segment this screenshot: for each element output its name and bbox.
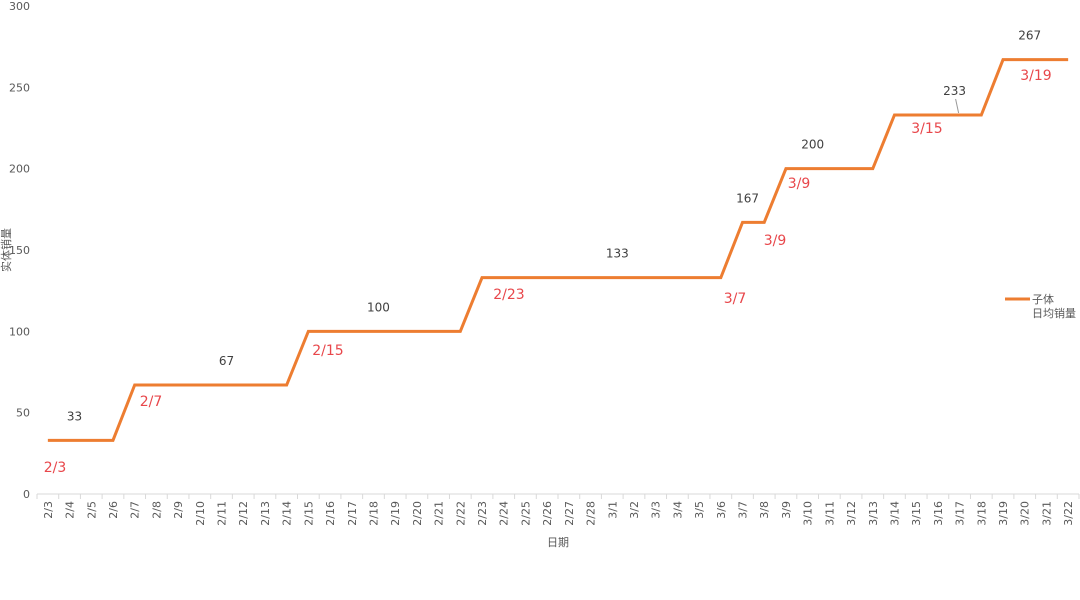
y-tick-label: 300 bbox=[9, 0, 30, 13]
x-tick-label: 2/28 bbox=[585, 501, 598, 526]
x-tick-label: 3/8 bbox=[758, 501, 771, 519]
x-tick-label: 3/1 bbox=[606, 501, 619, 519]
x-tick-label: 3/13 bbox=[867, 501, 880, 526]
x-tick-label: 2/22 bbox=[454, 501, 467, 526]
x-tick-label: 3/9 bbox=[780, 501, 793, 519]
annotation: 3/9 bbox=[788, 176, 811, 192]
x-tick-label: 2/4 bbox=[64, 501, 77, 519]
leader-line bbox=[955, 98, 960, 114]
data-label: 200 bbox=[801, 138, 824, 152]
y-tick-label: 200 bbox=[9, 163, 30, 176]
x-tick-label: 2/21 bbox=[433, 501, 446, 526]
x-tick-label: 2/8 bbox=[150, 501, 163, 519]
x-tick-label: 3/6 bbox=[715, 501, 728, 519]
x-tick-label: 2/14 bbox=[281, 501, 294, 526]
x-tick-label: 3/20 bbox=[1019, 501, 1032, 526]
y-tick-label: 0 bbox=[23, 488, 30, 501]
x-tick-label: 2/25 bbox=[519, 501, 532, 526]
data-label: 233 bbox=[943, 84, 966, 98]
x-tick-label: 2/20 bbox=[411, 501, 424, 526]
x-tick-label: 3/3 bbox=[650, 501, 663, 519]
x-tick-label: 3/4 bbox=[671, 501, 684, 519]
x-tick-label: 3/10 bbox=[802, 501, 815, 526]
x-tick-label: 3/15 bbox=[910, 501, 923, 526]
x-axis-label: 日期 bbox=[547, 536, 569, 549]
annotation: 3/7 bbox=[724, 291, 747, 307]
x-tick-label: 2/18 bbox=[367, 501, 380, 526]
x-tick-label: 2/3 bbox=[42, 501, 55, 519]
x-tick-label: 2/26 bbox=[541, 501, 554, 526]
x-tick-label: 3/21 bbox=[1040, 501, 1053, 526]
data-label: 67 bbox=[219, 354, 234, 368]
legend-label: 子体 日均销量 bbox=[1032, 293, 1076, 320]
data-label: 267 bbox=[1018, 29, 1041, 43]
x-tick-label: 3/19 bbox=[997, 501, 1010, 526]
x-tick-label: 2/23 bbox=[476, 501, 489, 526]
x-tick-label: 3/16 bbox=[932, 501, 945, 526]
x-tick-label: 2/10 bbox=[194, 501, 207, 526]
x-tick-label: 2/19 bbox=[389, 501, 402, 526]
x-tick-label: 2/24 bbox=[498, 501, 511, 526]
y-tick-label: 100 bbox=[9, 325, 30, 338]
x-tick-label: 3/2 bbox=[628, 501, 641, 519]
data-label: 167 bbox=[736, 191, 759, 205]
x-tick-label: 3/14 bbox=[888, 501, 901, 526]
annotation: 2/23 bbox=[493, 287, 524, 303]
x-tick-label: 3/5 bbox=[693, 501, 706, 519]
data-label: 100 bbox=[367, 300, 390, 314]
x-tick-label: 3/11 bbox=[823, 501, 836, 526]
x-tick-label: 3/17 bbox=[954, 501, 967, 526]
x-tick-label: 2/5 bbox=[85, 501, 98, 519]
x-tick-label: 2/16 bbox=[324, 501, 337, 526]
x-tick-label: 3/7 bbox=[737, 501, 750, 519]
y-tick-label: 50 bbox=[16, 407, 30, 420]
x-tick-label: 2/9 bbox=[172, 501, 185, 519]
x-tick-label: 2/12 bbox=[237, 501, 250, 526]
annotation: 2/15 bbox=[312, 343, 343, 359]
annotation: 3/19 bbox=[1020, 68, 1051, 84]
x-tick-label: 2/27 bbox=[563, 501, 576, 526]
x-tick-label: 2/17 bbox=[346, 501, 359, 526]
x-tick-label: 2/11 bbox=[216, 501, 229, 526]
annotation: 3/15 bbox=[911, 121, 942, 137]
x-tick-label: 3/22 bbox=[1062, 501, 1075, 526]
annotation: 2/7 bbox=[140, 394, 163, 410]
y-tick-label: 250 bbox=[9, 81, 30, 94]
x-tick-label: 2/13 bbox=[259, 501, 272, 526]
annotation: 2/3 bbox=[44, 460, 67, 476]
data-label: 33 bbox=[67, 409, 82, 423]
y-tick-label: 150 bbox=[9, 244, 30, 257]
data-label: 133 bbox=[606, 247, 629, 261]
x-tick-label: 3/18 bbox=[975, 501, 988, 526]
x-tick-label: 2/15 bbox=[302, 501, 315, 526]
y-axis-label: 实体销量 bbox=[0, 228, 13, 272]
line-series bbox=[47, 58, 1069, 442]
x-tick-label: 2/7 bbox=[129, 501, 142, 519]
annotation: 3/9 bbox=[764, 233, 787, 249]
x-tick-label: 3/12 bbox=[845, 501, 858, 526]
x-tick-label: 2/6 bbox=[107, 501, 120, 519]
